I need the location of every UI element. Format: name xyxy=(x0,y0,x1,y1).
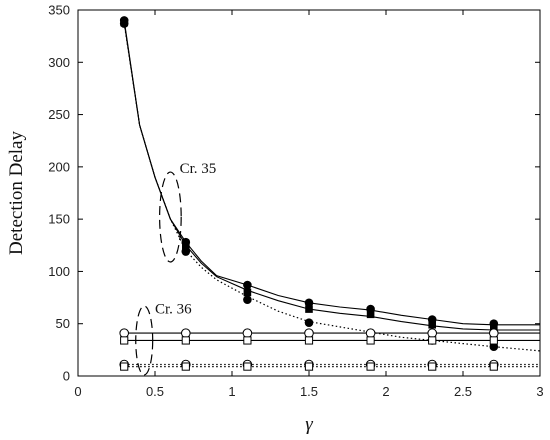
axis-ticks: 0 0.5 1 1.5 2 2.5 3 0 50 100 150 200 250 300 350 xyxy=(48,3,543,400)
data-point-open-square xyxy=(181,336,190,345)
x-tick-label: 2.5 xyxy=(454,384,472,399)
data-point-open-square xyxy=(181,362,190,371)
x-tick-label: 3 xyxy=(536,384,543,399)
series-lines xyxy=(123,20,541,368)
data-point-open-square xyxy=(304,362,314,371)
series-line xyxy=(123,22,540,331)
y-axis-title: Detection Delay xyxy=(6,131,27,255)
y-tick-label: 200 xyxy=(48,159,70,174)
data-point-open-circle xyxy=(119,328,129,338)
data-point-open-circle xyxy=(181,328,191,338)
x-tick-label: 1 xyxy=(228,384,235,399)
y-tick-label: 250 xyxy=(48,107,70,122)
data-point-filled-square xyxy=(243,288,252,297)
data-point-open-square xyxy=(243,336,252,345)
data-point-filled-circle xyxy=(119,19,129,28)
y-tick-label: 150 xyxy=(48,212,70,227)
data-point-open-circle xyxy=(242,328,253,338)
annotations: Cr. 35 Cr. 36 xyxy=(135,161,217,376)
x-tick-label: 0 xyxy=(74,384,81,399)
y-tick-label: 0 xyxy=(63,369,70,384)
data-point-open-square xyxy=(489,362,498,371)
series-line xyxy=(123,23,541,352)
data-point-open-square xyxy=(489,336,498,345)
data-point-open-square xyxy=(243,362,252,371)
data-point-open-square xyxy=(120,362,129,371)
data-point-filled-circle xyxy=(243,280,252,290)
y-tick-label: 300 xyxy=(48,55,70,70)
y-tick-label: 50 xyxy=(56,316,70,331)
annotation-ellipse xyxy=(159,171,182,263)
series-markers xyxy=(119,16,499,371)
annotation-label: Cr. 36 xyxy=(155,301,192,317)
data-point-open-circle xyxy=(365,328,376,338)
data-point-open-square xyxy=(366,336,375,345)
data-point-filled-circle xyxy=(489,342,499,352)
data-point-open-square xyxy=(304,336,314,345)
data-point-open-circle xyxy=(304,328,314,338)
data-point-filled-square xyxy=(305,305,313,313)
data-point-filled-circle xyxy=(243,295,252,304)
data-point-filled-circle xyxy=(304,298,314,308)
x-axis-title: γ xyxy=(305,414,313,435)
data-point-open-square xyxy=(366,362,375,371)
data-point-filled-square xyxy=(428,320,436,329)
data-point-filled-square xyxy=(366,310,375,319)
data-point-open-square xyxy=(428,362,437,371)
data-point-filled-circle xyxy=(181,247,191,256)
data-point-open-square xyxy=(428,336,437,345)
annotation-label: Cr. 35 xyxy=(180,161,217,177)
data-point-filled-circle xyxy=(304,318,314,327)
data-point-open-square xyxy=(120,336,129,345)
y-tick-label: 350 xyxy=(48,3,70,18)
x-tick-label: 1.5 xyxy=(300,384,318,399)
annotation-ellipse xyxy=(135,305,154,376)
data-point-open-circle xyxy=(427,328,438,338)
y-tick-label: 100 xyxy=(48,264,70,279)
x-tick-label: 0.5 xyxy=(146,384,164,399)
x-tick-label: 2 xyxy=(382,384,389,399)
data-point-open-circle xyxy=(489,328,499,338)
